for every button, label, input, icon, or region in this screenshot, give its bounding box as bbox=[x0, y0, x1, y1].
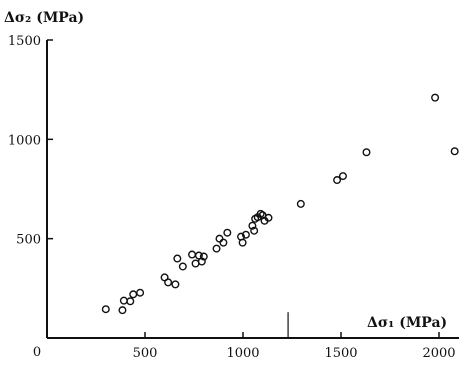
data-point bbox=[264, 213, 273, 222]
data-point bbox=[126, 297, 135, 306]
ticks bbox=[47, 39, 440, 338]
y-tick-label: 500 bbox=[16, 233, 41, 248]
data-point bbox=[338, 172, 347, 181]
data-point bbox=[215, 234, 224, 243]
data-point bbox=[199, 252, 208, 261]
data-point bbox=[431, 93, 440, 102]
y-tick-label: 1500 bbox=[8, 34, 41, 49]
x-tick-label: 1500 bbox=[324, 346, 357, 361]
y-tick-label: 1000 bbox=[8, 133, 41, 148]
x-tick-label: 2000 bbox=[422, 346, 455, 361]
data-point bbox=[362, 148, 371, 157]
data-point bbox=[178, 262, 187, 271]
x-tick-label: 500 bbox=[133, 346, 158, 361]
data-point bbox=[223, 228, 232, 237]
data-point bbox=[250, 226, 259, 235]
data-point bbox=[136, 288, 145, 297]
data-point bbox=[296, 199, 305, 208]
y-axis-label: Δσ₂ (MPa) bbox=[4, 10, 84, 26]
x-axis-label: Δσ₁ (MPa) bbox=[367, 315, 447, 331]
data-point bbox=[241, 230, 250, 239]
data-point bbox=[188, 250, 197, 259]
data-points bbox=[101, 93, 459, 315]
data-point bbox=[164, 278, 173, 287]
x-tick-label: 1000 bbox=[226, 346, 259, 361]
data-point bbox=[238, 238, 247, 247]
data-point bbox=[101, 305, 110, 314]
data-point bbox=[256, 209, 265, 218]
data-point bbox=[248, 221, 257, 230]
data-point bbox=[333, 176, 342, 185]
data-point bbox=[450, 147, 459, 156]
data-point bbox=[171, 280, 180, 289]
origin-label: 0 bbox=[33, 345, 41, 360]
tick-labels: 500 1000 1500 2000 500 1000 1500 bbox=[8, 34, 456, 361]
data-point bbox=[119, 296, 128, 305]
data-point bbox=[129, 290, 138, 299]
data-point bbox=[173, 254, 182, 263]
data-point bbox=[219, 238, 228, 247]
data-point bbox=[212, 244, 221, 253]
axes bbox=[46, 40, 459, 339]
data-point bbox=[118, 306, 127, 315]
data-point bbox=[197, 257, 206, 266]
